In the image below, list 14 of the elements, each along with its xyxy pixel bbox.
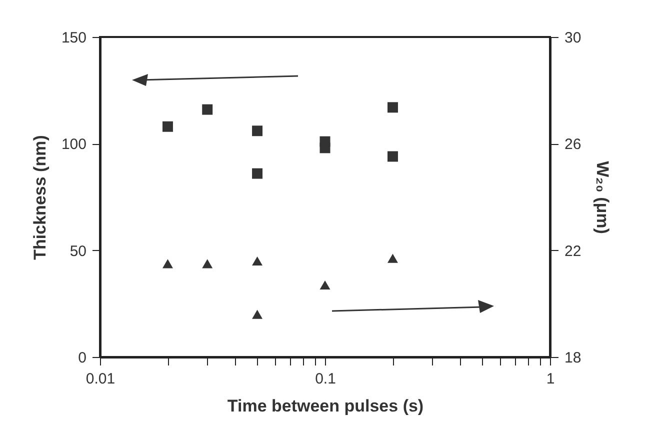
x-tick-label: 0.1 <box>315 370 336 388</box>
y-tick-label: 50 <box>70 242 86 260</box>
y-tick-label: 100 <box>61 136 86 154</box>
y-tick-label: 150 <box>61 30 86 46</box>
y2-axis-title: W₂₀ (μm) <box>593 161 612 234</box>
x-tick-label: 0.01 <box>86 370 116 388</box>
y-axis-title: Thickness (nm) <box>30 135 50 260</box>
x-tick-label: 1 <box>546 370 555 388</box>
y2-tick-label: 22 <box>564 242 582 260</box>
y-tick-label: 0 <box>78 350 86 366</box>
y2-tick-label: 26 <box>564 136 582 154</box>
x-axis-title: Time between pulses (s) <box>227 396 424 416</box>
y2-tick-label: 30 <box>564 30 582 46</box>
y2-tick-label: 18 <box>564 350 582 366</box>
